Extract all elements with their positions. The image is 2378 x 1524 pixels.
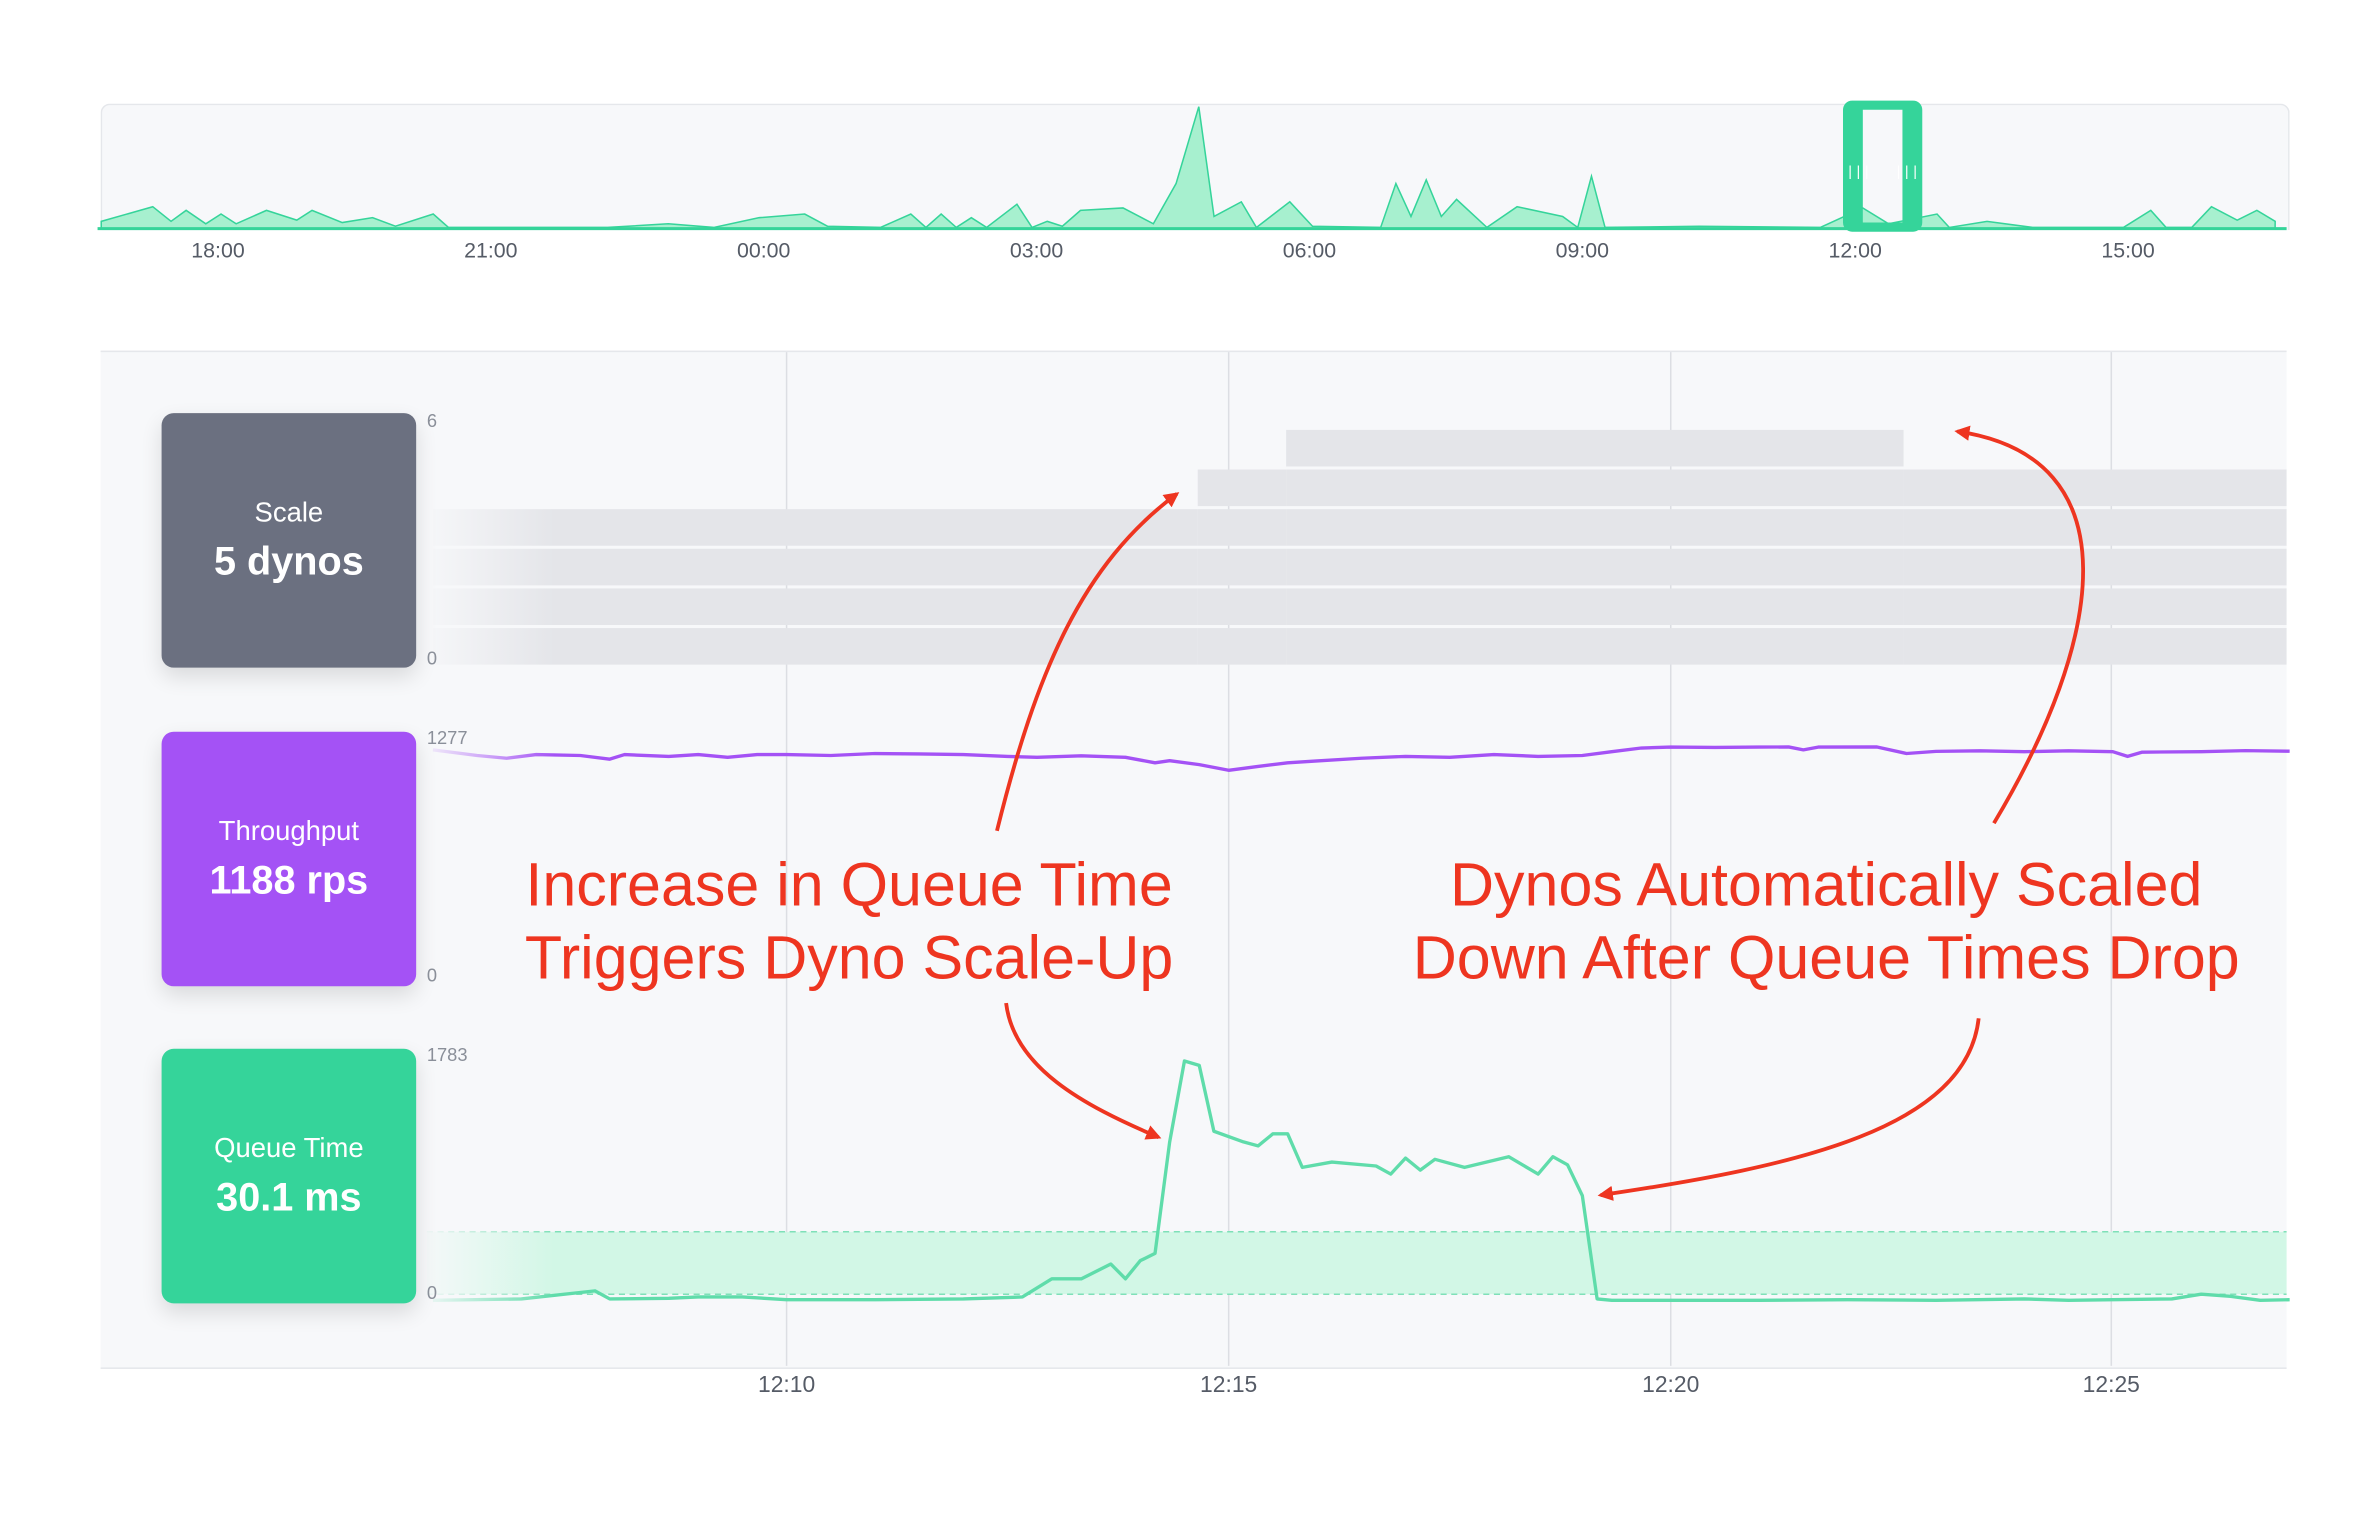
minimap-tick: 18:00 <box>191 237 245 263</box>
scale-bar-dyno-5 <box>1903 469 2287 507</box>
minimap-tick: 09:00 <box>1555 237 1610 263</box>
scale-card[interactable]: Scale 5 dynos <box>161 413 417 668</box>
throughput-label: Throughput <box>218 814 360 846</box>
scale-bar-dyno-4 <box>1286 509 1904 546</box>
annotation-scale-down: Dynos Automatically Scaled Down After Qu… <box>1413 849 2240 995</box>
annotation-line: Increase in Queue Time <box>525 852 1173 920</box>
scale-bar-dyno-5 <box>1197 469 1287 507</box>
minimap-tick: 21:00 <box>464 237 518 263</box>
annotation-scale-up: Increase in Queue Time Triggers Dyno Sca… <box>525 849 1173 995</box>
scale-bar-dyno-3 <box>1903 548 2287 586</box>
scale-ymax-label: 6 <box>426 410 438 432</box>
minimap-tick: 06:00 <box>1282 237 1337 263</box>
annotation-line: Triggers Dyno Scale-Up <box>524 925 1174 993</box>
annotation-line: Down After Queue Times Drop <box>1412 925 2240 993</box>
scale-label: Scale <box>254 496 324 527</box>
scale-bar-dyno-4 <box>1197 509 1287 546</box>
left-fade <box>417 403 555 1319</box>
scale-bar-dyno-3 <box>1197 548 1287 586</box>
scale-bar-dyno-1 <box>1286 628 1904 665</box>
minimap-tick: 12:00 <box>1828 237 1882 263</box>
throughput-ymin-label: 0 <box>426 964 438 987</box>
left-drag-handle-icon[interactable]: ||| <box>1846 164 1871 180</box>
minimap-range-selector[interactable]: ||| ||| <box>1842 100 1923 232</box>
queue-time-line <box>432 1059 2290 1302</box>
scale-bar-dyno-2 <box>1197 588 1287 626</box>
minimap-area <box>100 106 2276 230</box>
queue-ymax-label: 1783 <box>426 1044 468 1066</box>
scale-bar-dyno-2 <box>1286 588 1904 626</box>
x-tick: 12:25 <box>2082 1371 2140 1398</box>
scale-bar-dyno-5 <box>1286 469 1904 507</box>
scale-value: 5 dynos <box>213 537 364 584</box>
throughput-line <box>432 745 2290 772</box>
queue-time-card[interactable]: Queue Time 30.1 ms <box>161 1048 417 1304</box>
minimap-tick: 00:00 <box>737 237 791 263</box>
scale-bar-dyno-3 <box>1286 548 1904 586</box>
scale-bar-dyno-4 <box>1903 509 2287 546</box>
minimap-tick: 15:00 <box>2101 237 2155 263</box>
right-drag-handle-icon[interactable]: ||| <box>1894 164 1920 180</box>
annotation-line: Dynos Automatically Scaled <box>1450 852 2203 920</box>
scale-bar-dyno-2 <box>1903 588 2287 626</box>
x-tick: 12:20 <box>1642 1371 1700 1398</box>
scale-bar-dyno-1 <box>1197 628 1287 665</box>
x-tick: 12:15 <box>1200 1371 1258 1398</box>
scale-bar-dyno-1 <box>1903 628 2287 665</box>
queue-time-label: Queue Time <box>214 1131 364 1163</box>
queue-target-band <box>426 1231 2287 1295</box>
scale-bar-dyno-6 <box>1286 429 1904 467</box>
queue-time-value: 30.1 ms <box>216 1173 362 1219</box>
minimap-tick: 03:00 <box>1009 237 1064 263</box>
queue-ymin-label: 0 <box>426 1282 438 1304</box>
throughput-card[interactable]: Throughput 1188 rps <box>161 731 417 987</box>
scale-ymin-label: 0 <box>426 647 438 670</box>
throughput-value: 1188 rps <box>209 855 369 902</box>
throughput-ymax-label: 1277 <box>426 727 468 749</box>
x-tick: 12:10 <box>757 1371 816 1398</box>
